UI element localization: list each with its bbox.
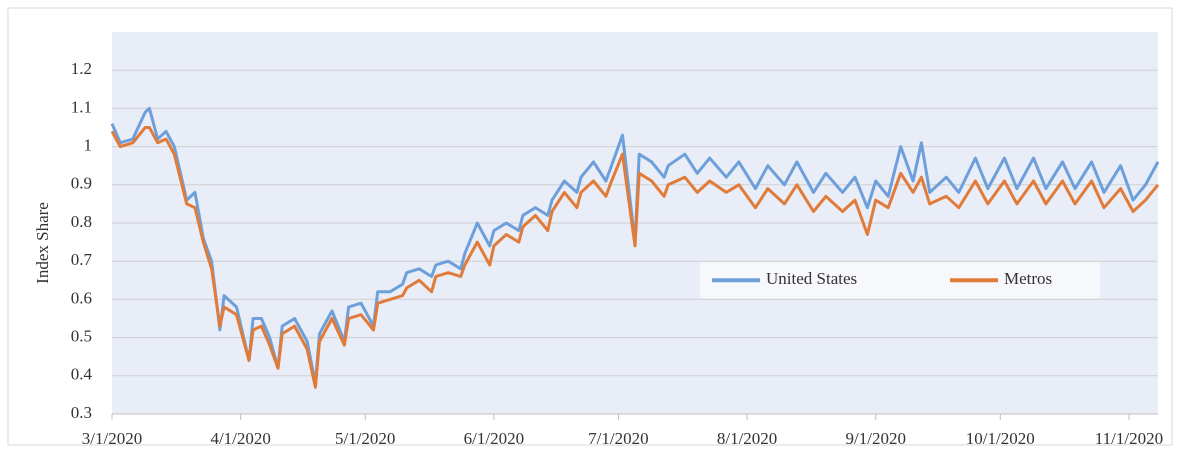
x-tick-label: 10/1/2020 (966, 429, 1035, 448)
y-tick-label: 0.3 (71, 403, 92, 422)
y-tick-label: 1.2 (71, 59, 92, 78)
y-tick-label: 0.5 (71, 327, 92, 346)
legend-label: United States (766, 269, 857, 288)
legend (700, 262, 1100, 299)
x-tick-label: 9/1/2020 (846, 429, 906, 448)
x-tick-label: 7/1/2020 (588, 429, 648, 448)
y-tick-label: 0.7 (71, 250, 93, 269)
x-tick-label: 11/1/2020 (1095, 429, 1163, 448)
y-tick-label: 0.4 (71, 365, 93, 384)
series-line (110, 106, 1160, 385)
series-line (110, 126, 1160, 389)
x-tick-label: 4/1/2020 (210, 429, 270, 448)
y-tick-label: 1 (84, 136, 93, 155)
y-axis-label: Index Share (33, 202, 52, 284)
x-tick-label: 6/1/2020 (464, 429, 524, 448)
x-tick-label: 3/1/2020 (82, 429, 142, 448)
x-tick-label: 5/1/2020 (335, 429, 395, 448)
legend-label: Metros (1004, 269, 1052, 288)
y-tick-label: 0.6 (71, 288, 92, 307)
y-tick-label: 1.1 (71, 97, 92, 116)
y-tick-label: 0.9 (71, 174, 92, 193)
x-tick-label: 8/1/2020 (717, 429, 777, 448)
y-tick-label: 0.8 (71, 212, 92, 231)
